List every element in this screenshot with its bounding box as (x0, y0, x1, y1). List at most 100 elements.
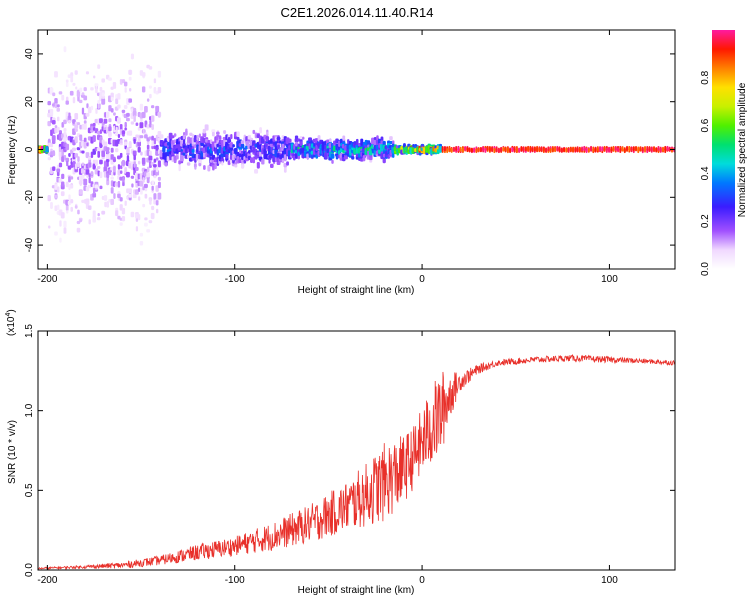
heatmap-cell (132, 150, 137, 156)
heatmap-cell (138, 214, 141, 221)
heatmap-cell (61, 181, 65, 187)
heatmap-cell (83, 95, 88, 101)
heatmap-cell (87, 106, 92, 114)
heatmap-cell (47, 121, 52, 127)
heatmap-cell (106, 161, 109, 167)
heatmap-cell (97, 170, 100, 177)
heatmap-cell (144, 222, 148, 227)
heatmap-cell (391, 152, 395, 158)
heatmap-cell (497, 148, 500, 154)
heatmap-cell (92, 164, 96, 170)
heatmap-cell (457, 146, 460, 152)
heatmap-cell (220, 158, 225, 162)
heatmap-cell (482, 146, 485, 152)
heatmap-cell (626, 145, 628, 151)
heatmap-cell (605, 147, 608, 153)
heatmap-cell (101, 98, 106, 105)
heatmap-cell (88, 156, 92, 160)
heatmap-cell (221, 161, 224, 166)
heatmap-cell (149, 93, 152, 99)
heatmap-cell (551, 147, 554, 153)
heatmap-cell (137, 160, 141, 165)
heatmap-cell (229, 142, 234, 148)
heatmap-cell (587, 147, 590, 153)
snr-scale-factor: (x104) (5, 309, 17, 336)
heatmap-cell (63, 227, 67, 234)
heatmap-cell (288, 138, 292, 143)
heatmap-cell (466, 147, 469, 153)
heatmap-cell (99, 185, 103, 190)
snr-scale-close: ) (6, 309, 17, 312)
heatmap-cell (493, 148, 496, 154)
heatmap-cell (111, 171, 114, 177)
heatmap-cell (304, 151, 307, 157)
heatmap-cell (117, 155, 121, 160)
heatmap-cell (74, 205, 78, 209)
heatmap-cell (121, 216, 126, 222)
heatmap-cell (151, 140, 154, 147)
heatmap-cell (121, 130, 126, 135)
heatmap-cell (115, 210, 119, 217)
heatmap-cell (128, 141, 132, 148)
heatmap-cell (376, 135, 379, 141)
heatmap-cell (283, 165, 287, 173)
heatmap-cell (79, 179, 82, 186)
heatmap-cell (130, 53, 134, 60)
heatmap-cell (146, 166, 150, 173)
heatmap-cell (79, 134, 83, 141)
heatmap-cell (79, 189, 83, 195)
heatmap-cell (266, 131, 269, 135)
heatmap-cell (86, 103, 89, 109)
heatmap-cell (286, 161, 289, 166)
heatmap-cell (236, 151, 240, 156)
heatmap-cell (131, 183, 134, 188)
heatmap-cell (54, 205, 58, 212)
spectrogram-x-tick-label: -200 (37, 274, 57, 285)
heatmap-cell (79, 219, 83, 223)
heatmap-cell (171, 135, 175, 139)
heatmap-cell (518, 147, 521, 153)
heatmap-cell (527, 146, 530, 152)
spectrogram-y-tick-label: -20 (24, 190, 35, 205)
heatmap-cell (502, 146, 505, 152)
heatmap-cell (317, 135, 321, 142)
heatmap-cell (126, 195, 130, 200)
heatmap-cell (101, 210, 106, 215)
heatmap-cell (185, 130, 188, 136)
heatmap-cell (66, 210, 69, 214)
heatmap-cells (38, 46, 675, 246)
heatmap-cell (81, 92, 85, 96)
heatmap-cell (214, 142, 217, 148)
heatmap-cell (261, 158, 265, 165)
heatmap-cell (113, 193, 116, 199)
heatmap-cell (133, 138, 136, 144)
heatmap-cell (330, 153, 335, 159)
heatmap-cell (139, 103, 144, 111)
snr-axes: -200 -100 0 100 0.0 0.5 1.0 1.5 (24, 324, 675, 586)
heatmap-cell (124, 121, 127, 127)
heatmap-cell (126, 155, 130, 163)
heatmap-cell (459, 146, 462, 152)
heatmap-cell (47, 225, 51, 229)
heatmap-cell (576, 147, 579, 153)
heatmap-cell (106, 201, 110, 208)
heatmap-cell (116, 117, 121, 124)
heatmap-cell (108, 131, 112, 136)
heatmap-cell (65, 82, 69, 88)
heatmap-cell (63, 119, 67, 125)
heatmap-cell (366, 140, 371, 146)
heatmap-cell (58, 162, 63, 168)
heatmap-cell (549, 148, 552, 154)
heatmap-cell (57, 116, 60, 122)
heatmap-cell (133, 154, 136, 161)
heatmap-cell (153, 158, 157, 163)
heatmap-cell (531, 147, 534, 153)
heatmap-cell (92, 135, 96, 142)
heatmap-cell (88, 162, 92, 168)
heatmap-cell (155, 166, 159, 173)
snr-plot-frame (37, 330, 676, 571)
heatmap-cell (124, 200, 127, 206)
heatmap-cell (213, 158, 218, 163)
heatmap-cell (389, 140, 393, 144)
heatmap-cell (97, 165, 101, 170)
